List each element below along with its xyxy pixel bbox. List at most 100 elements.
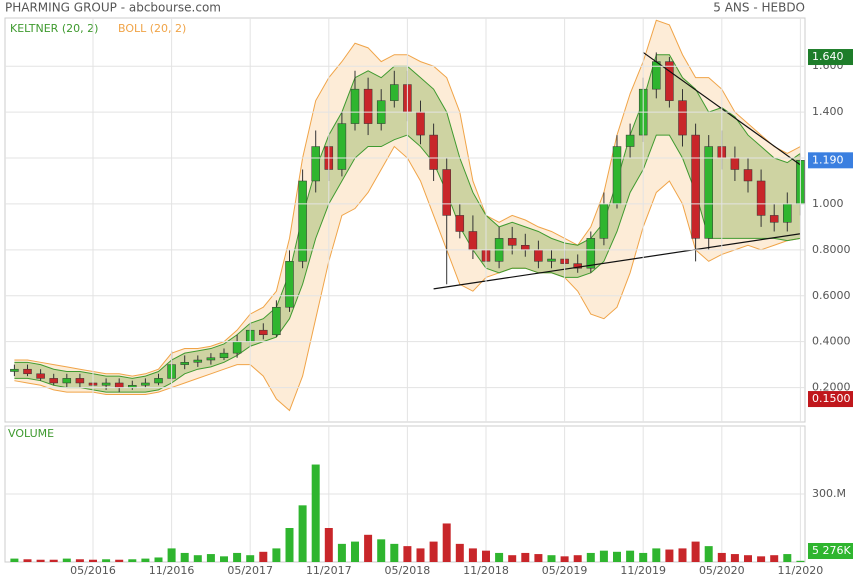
candle-body — [193, 359, 203, 363]
volume-bar — [154, 557, 163, 562]
x-tick-label: 05/2019 — [542, 564, 588, 577]
volume-bar — [534, 554, 543, 562]
candle-body — [114, 382, 124, 388]
volume-bar — [115, 559, 124, 562]
volume-bar — [75, 559, 84, 562]
x-tick-label: 05/2016 — [70, 564, 116, 577]
volume-bar — [796, 560, 805, 562]
x-tick-label: 11/2017 — [306, 564, 352, 577]
candle-body — [756, 180, 766, 216]
candle-body — [75, 378, 85, 384]
candle-body — [625, 134, 635, 147]
price-panel — [4, 17, 806, 423]
candle-body — [612, 146, 622, 205]
y-tick-label: 1.000 — [812, 197, 844, 210]
volume-bar — [416, 548, 425, 562]
volume-bar — [220, 556, 228, 562]
volume-bar — [62, 558, 71, 562]
volume-bar — [49, 559, 58, 562]
candle-body — [678, 100, 687, 136]
volume-bar — [233, 552, 242, 562]
candle-body — [521, 245, 530, 251]
candle-body — [573, 263, 582, 269]
volume-bar — [403, 546, 412, 562]
candle-body — [62, 378, 72, 384]
volume-bar — [586, 552, 595, 562]
x-tick-label: 11/2016 — [149, 564, 195, 577]
volume-bar — [665, 549, 674, 562]
volume-bar — [547, 555, 556, 562]
volume-bar — [36, 559, 45, 562]
volume-title: VOLUME — [8, 427, 54, 440]
value-badge-label: 1.190 — [812, 153, 844, 166]
volume-bar — [429, 541, 438, 562]
volume-bar — [324, 528, 333, 562]
volume-bar — [468, 548, 477, 562]
candle-body — [259, 329, 268, 336]
candle-body — [311, 146, 320, 182]
volume-bar — [298, 505, 307, 562]
volume-bar — [678, 548, 687, 562]
period: 5 ANS - HEBDO — [713, 1, 805, 15]
volume-bar — [364, 534, 373, 562]
x-tick-label: 05/2018 — [385, 564, 431, 577]
volume-bar — [259, 551, 268, 562]
candle-body — [206, 357, 216, 361]
volume-bar — [89, 559, 97, 562]
candle-body — [101, 382, 111, 386]
value-badge-label: 1.640 — [812, 50, 844, 63]
candle-body — [285, 261, 294, 308]
volume-bar — [744, 555, 752, 562]
candle-body — [298, 180, 307, 262]
volume-bar — [390, 543, 399, 562]
candle-body — [141, 382, 150, 386]
legend-entry: BOLL (20, 2) — [118, 22, 186, 35]
x-tick-label: 11/2020 — [778, 564, 824, 577]
volume-bar — [652, 548, 661, 562]
candle-body — [783, 203, 792, 223]
volume-bar — [560, 556, 569, 562]
volume-bar — [246, 555, 255, 562]
volume-bar — [285, 528, 294, 562]
candle-body — [769, 215, 779, 223]
volume-bar — [351, 541, 359, 562]
volume-bar — [128, 559, 137, 562]
volume-bar — [102, 559, 111, 562]
candle-body — [586, 238, 596, 269]
trendline — [433, 233, 801, 290]
volume-bar — [521, 552, 530, 562]
volume-bar — [272, 548, 281, 562]
candle-body — [272, 306, 281, 336]
x-tick-label: 11/2018 — [463, 564, 509, 577]
value-badge — [808, 391, 853, 408]
candle-body — [547, 258, 556, 262]
chart-title: PHARMING GROUP - abcbourse.com — [5, 1, 221, 15]
candle-body — [416, 111, 425, 136]
volume-bar — [442, 523, 451, 562]
candle-body — [363, 88, 373, 124]
volume-bar — [167, 548, 176, 562]
volume-bar — [337, 543, 346, 562]
candle-body — [455, 215, 465, 232]
candle-body — [154, 378, 163, 384]
band-fill — [14, 20, 801, 411]
volume-bar — [730, 554, 739, 562]
volume-bar — [141, 558, 150, 562]
candle-body — [429, 134, 438, 170]
y-tick-label: 0.8000 — [812, 243, 851, 256]
volume-bar — [770, 555, 779, 562]
candle-body — [665, 61, 674, 101]
volume-bar — [613, 551, 621, 562]
volume-bar — [10, 558, 19, 562]
volume-bar — [639, 552, 648, 562]
candle-body — [390, 84, 399, 101]
volume-bar — [704, 546, 713, 562]
volume-bar — [23, 559, 32, 562]
volume-bar — [599, 550, 608, 562]
volume-bar — [626, 550, 635, 562]
volume-bar — [495, 552, 504, 562]
value-badge-label: 5 276K — [812, 544, 851, 557]
y-tick-label: 0.6000 — [812, 289, 851, 302]
